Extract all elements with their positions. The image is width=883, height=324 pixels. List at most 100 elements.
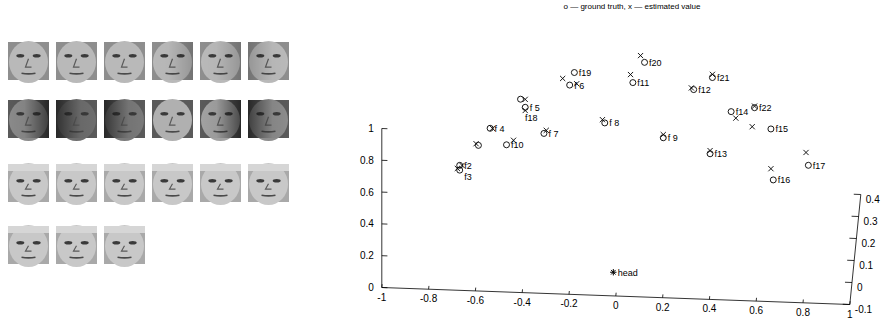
face-image: [104, 225, 145, 267]
face-skin: [9, 41, 48, 83]
face-forehead: [104, 226, 145, 233]
face-skin: [57, 225, 96, 267]
z-tick-label: 0.6: [360, 187, 374, 198]
z-tick-label: 0.2: [360, 250, 374, 261]
face-mouth: [70, 72, 84, 74]
point-label: f16: [778, 175, 791, 185]
face-background: [248, 42, 289, 80]
face-eye: [112, 241, 120, 245]
face-shadow: [8, 100, 49, 138]
face-mouth: [70, 256, 84, 258]
face-skin: [153, 163, 192, 205]
face-thumbnails: [8, 41, 289, 267]
z-tick: [382, 128, 388, 129]
face-nose: [122, 184, 128, 189]
face-mouth: [22, 72, 36, 74]
estimated-point: [750, 124, 755, 129]
face-nose: [74, 246, 80, 251]
face-eye: [81, 179, 89, 183]
face-skin: [201, 99, 240, 141]
y-tick: [852, 216, 859, 217]
face-image: [104, 99, 145, 141]
face-image: [152, 163, 193, 205]
x-tick-label: -1: [377, 292, 386, 303]
face-image: [8, 225, 49, 267]
point-label: f 4: [495, 124, 505, 134]
point-label: f3: [464, 172, 472, 182]
ground-truth-point: [504, 142, 510, 148]
z-tick-label: 0: [368, 282, 374, 293]
estimated-point: [560, 76, 565, 81]
face-skin: [57, 99, 96, 141]
x-tick: [475, 288, 476, 291]
x-tick: [569, 291, 570, 294]
point-label: f19: [579, 68, 592, 78]
face-nose: [26, 184, 32, 189]
z-tick-label: 0.4: [360, 218, 374, 229]
x-tick: [428, 286, 429, 289]
x-tick-label: 1: [847, 309, 853, 320]
z-tick: [382, 223, 388, 224]
face-skin: [201, 163, 240, 205]
point-label: f17: [813, 161, 826, 171]
face-eye: [129, 241, 137, 245]
x-tick: [849, 301, 850, 304]
face-forehead: [8, 164, 49, 171]
face-image: [104, 41, 145, 83]
point-label: head: [618, 268, 638, 278]
z-axis-line: [381, 129, 382, 288]
point-label: f 9: [668, 133, 678, 143]
x-tick-label: 0.6: [749, 305, 763, 316]
ground-truth-point: [728, 109, 734, 115]
estimated-point: [707, 148, 712, 153]
x-tick-label: 0.2: [656, 302, 670, 313]
ground-truth-point: [709, 75, 715, 81]
face-nose: [26, 246, 32, 251]
face-image: [152, 99, 193, 141]
face-mouth: [214, 194, 228, 196]
estimated-point: [638, 53, 643, 58]
estimated-point: [689, 85, 694, 90]
face-image: [56, 99, 97, 141]
face-image: [200, 163, 241, 205]
face-shadow: [152, 42, 193, 80]
face-skin: [153, 99, 192, 141]
estimated-point: [473, 141, 478, 146]
face-eye: [16, 241, 24, 245]
x-tick: [709, 296, 710, 299]
ground-truth-point: [660, 135, 666, 141]
y-tick-label: 0.3: [864, 216, 878, 227]
face-shadow: [104, 100, 145, 138]
face-eye: [225, 179, 233, 183]
face-eye: [16, 179, 24, 183]
point-label: f20: [649, 58, 662, 68]
face-mouth: [70, 194, 84, 196]
z-tick: [382, 192, 388, 193]
ground-truth-point: [602, 120, 608, 126]
face-nose: [122, 246, 128, 251]
x-tick: [662, 294, 663, 297]
face-skin: [57, 41, 96, 83]
face-eye: [273, 179, 281, 183]
face-image: [56, 225, 97, 267]
face-image: [8, 163, 49, 205]
face-nose: [266, 184, 272, 189]
estimated-point: [803, 150, 808, 155]
face-forehead: [8, 226, 49, 233]
ground-truth-point: [630, 80, 636, 86]
x-tick: [522, 289, 523, 292]
estimated-point: [523, 97, 528, 102]
ground-truth-point: [642, 59, 648, 65]
ground-truth-point: [567, 82, 573, 88]
z-tick: [382, 160, 388, 161]
face-eye: [64, 179, 72, 183]
estimated-point: [600, 117, 605, 122]
face-eye: [129, 179, 137, 183]
face-eye: [16, 54, 24, 58]
point-label: f18: [525, 113, 538, 123]
face-skin: [201, 41, 240, 83]
estimated-point: [752, 104, 757, 109]
point-label: f 5: [530, 103, 540, 113]
face-image: [104, 163, 145, 205]
y-tick: [843, 304, 850, 305]
